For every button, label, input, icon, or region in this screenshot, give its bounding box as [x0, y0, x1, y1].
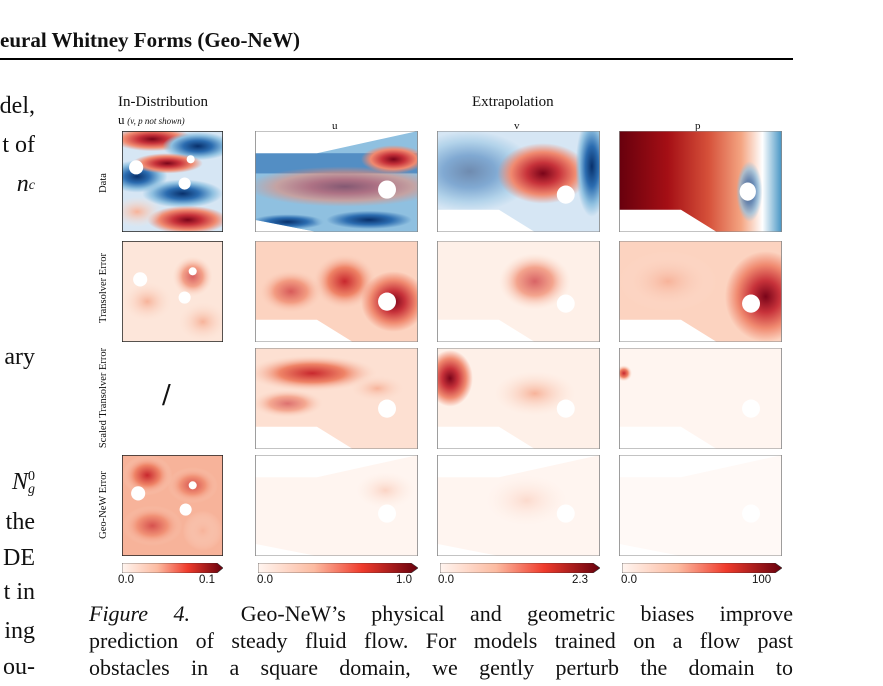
colorbar-max-label: 2.3 [572, 574, 588, 586]
row-label-scaled-transolver-error: Scaled Transolver Error [98, 347, 109, 449]
caption-line: Figure 4. Geo-NeW’s physical and geometr… [89, 600, 793, 627]
panel-geo-new-error-extrapolation-v [437, 455, 600, 556]
panel-geo-new-error-extrapolation-p [619, 455, 782, 556]
column-label-u: u [332, 120, 338, 132]
figure-label: Figure 4. [89, 601, 190, 626]
panel-geo-new-error-extrapolation-u [255, 455, 418, 556]
extrapolation-heading: Extrapolation [472, 94, 554, 110]
row-label-transolver-error: Transolver Error [98, 253, 109, 323]
colorbar-min-label: 0.0 [621, 574, 637, 586]
caption-line: prediction of steady fluid flow. For mod… [89, 628, 793, 653]
panel-geo-new-error-in-distribution [122, 455, 223, 556]
panel-data-in-distribution-u [122, 131, 223, 232]
panel-transolver-error-extrapolation-p [619, 241, 782, 342]
caption-line: obstacles in a square domain, we gently … [89, 655, 793, 680]
column-label-v: v [514, 120, 520, 132]
figure-caption: Figure 4. Geo-NeW’s physical and geometr… [89, 600, 793, 681]
row-label-geo-new-error: Geo-NeW Error [98, 471, 109, 539]
row-label-data: Data [98, 173, 109, 193]
margin-text-fragment: ing [4, 618, 35, 644]
panel-transolver-error-extrapolation-v [437, 241, 600, 342]
in-distribution-column-label: u (v, p not shown) [118, 112, 185, 128]
panel-scaled-transolver-error-extrapolation-p [619, 348, 782, 449]
margin-text-fragment: ou- [3, 654, 35, 680]
in-distribution-note: (v, p not shown) [127, 116, 185, 126]
margin-text-fragment: t in [3, 579, 35, 605]
panel-data-extrapolation-u [255, 131, 418, 232]
panel-scaled-transolver-error-extrapolation-v [437, 348, 600, 449]
margin-text-fragment: del, [0, 93, 35, 119]
in-distribution-heading: In-Distribution [118, 94, 208, 110]
caption-text: Geo-NeW’s physical and geometric biases … [240, 601, 793, 626]
panel-transolver-error-in-distribution [122, 241, 223, 342]
header-rule [0, 58, 793, 60]
colorbar-extrapolation-u [258, 563, 418, 573]
margin-text-fragment: the [5, 509, 35, 535]
margin-text-fragment: DE [3, 545, 35, 571]
colorbar-extrapolation-v [440, 563, 600, 573]
colorbar-max-label: 100 [752, 574, 772, 586]
margin-text-fragment: ary [4, 344, 35, 370]
colorbar-max-label: 1.0 [396, 574, 412, 586]
in-distribution-variable: u [118, 112, 125, 127]
colorbar-extrapolation-p [622, 563, 782, 573]
colorbar-min-label: 0.0 [118, 574, 134, 586]
colorbar-min-label: 0.0 [438, 574, 454, 586]
panel-transolver-error-extrapolation-u [255, 241, 418, 342]
panel-data-extrapolation-p [619, 131, 782, 232]
colorbar-max-label: 0.1 [199, 574, 215, 586]
colorbar-in-distribution [122, 563, 223, 573]
margin-text-fragment: t of [2, 132, 35, 158]
panel-scaled-transolver-error-extrapolation-u [255, 348, 418, 449]
colorbar-min-label: 0.0 [257, 574, 273, 586]
section-header: eural Whitney Forms (Geo-NeW) [0, 28, 300, 52]
column-label-p: p [695, 120, 701, 132]
panel-data-extrapolation-v [437, 131, 600, 232]
not-applicable-mark: / [162, 380, 171, 410]
